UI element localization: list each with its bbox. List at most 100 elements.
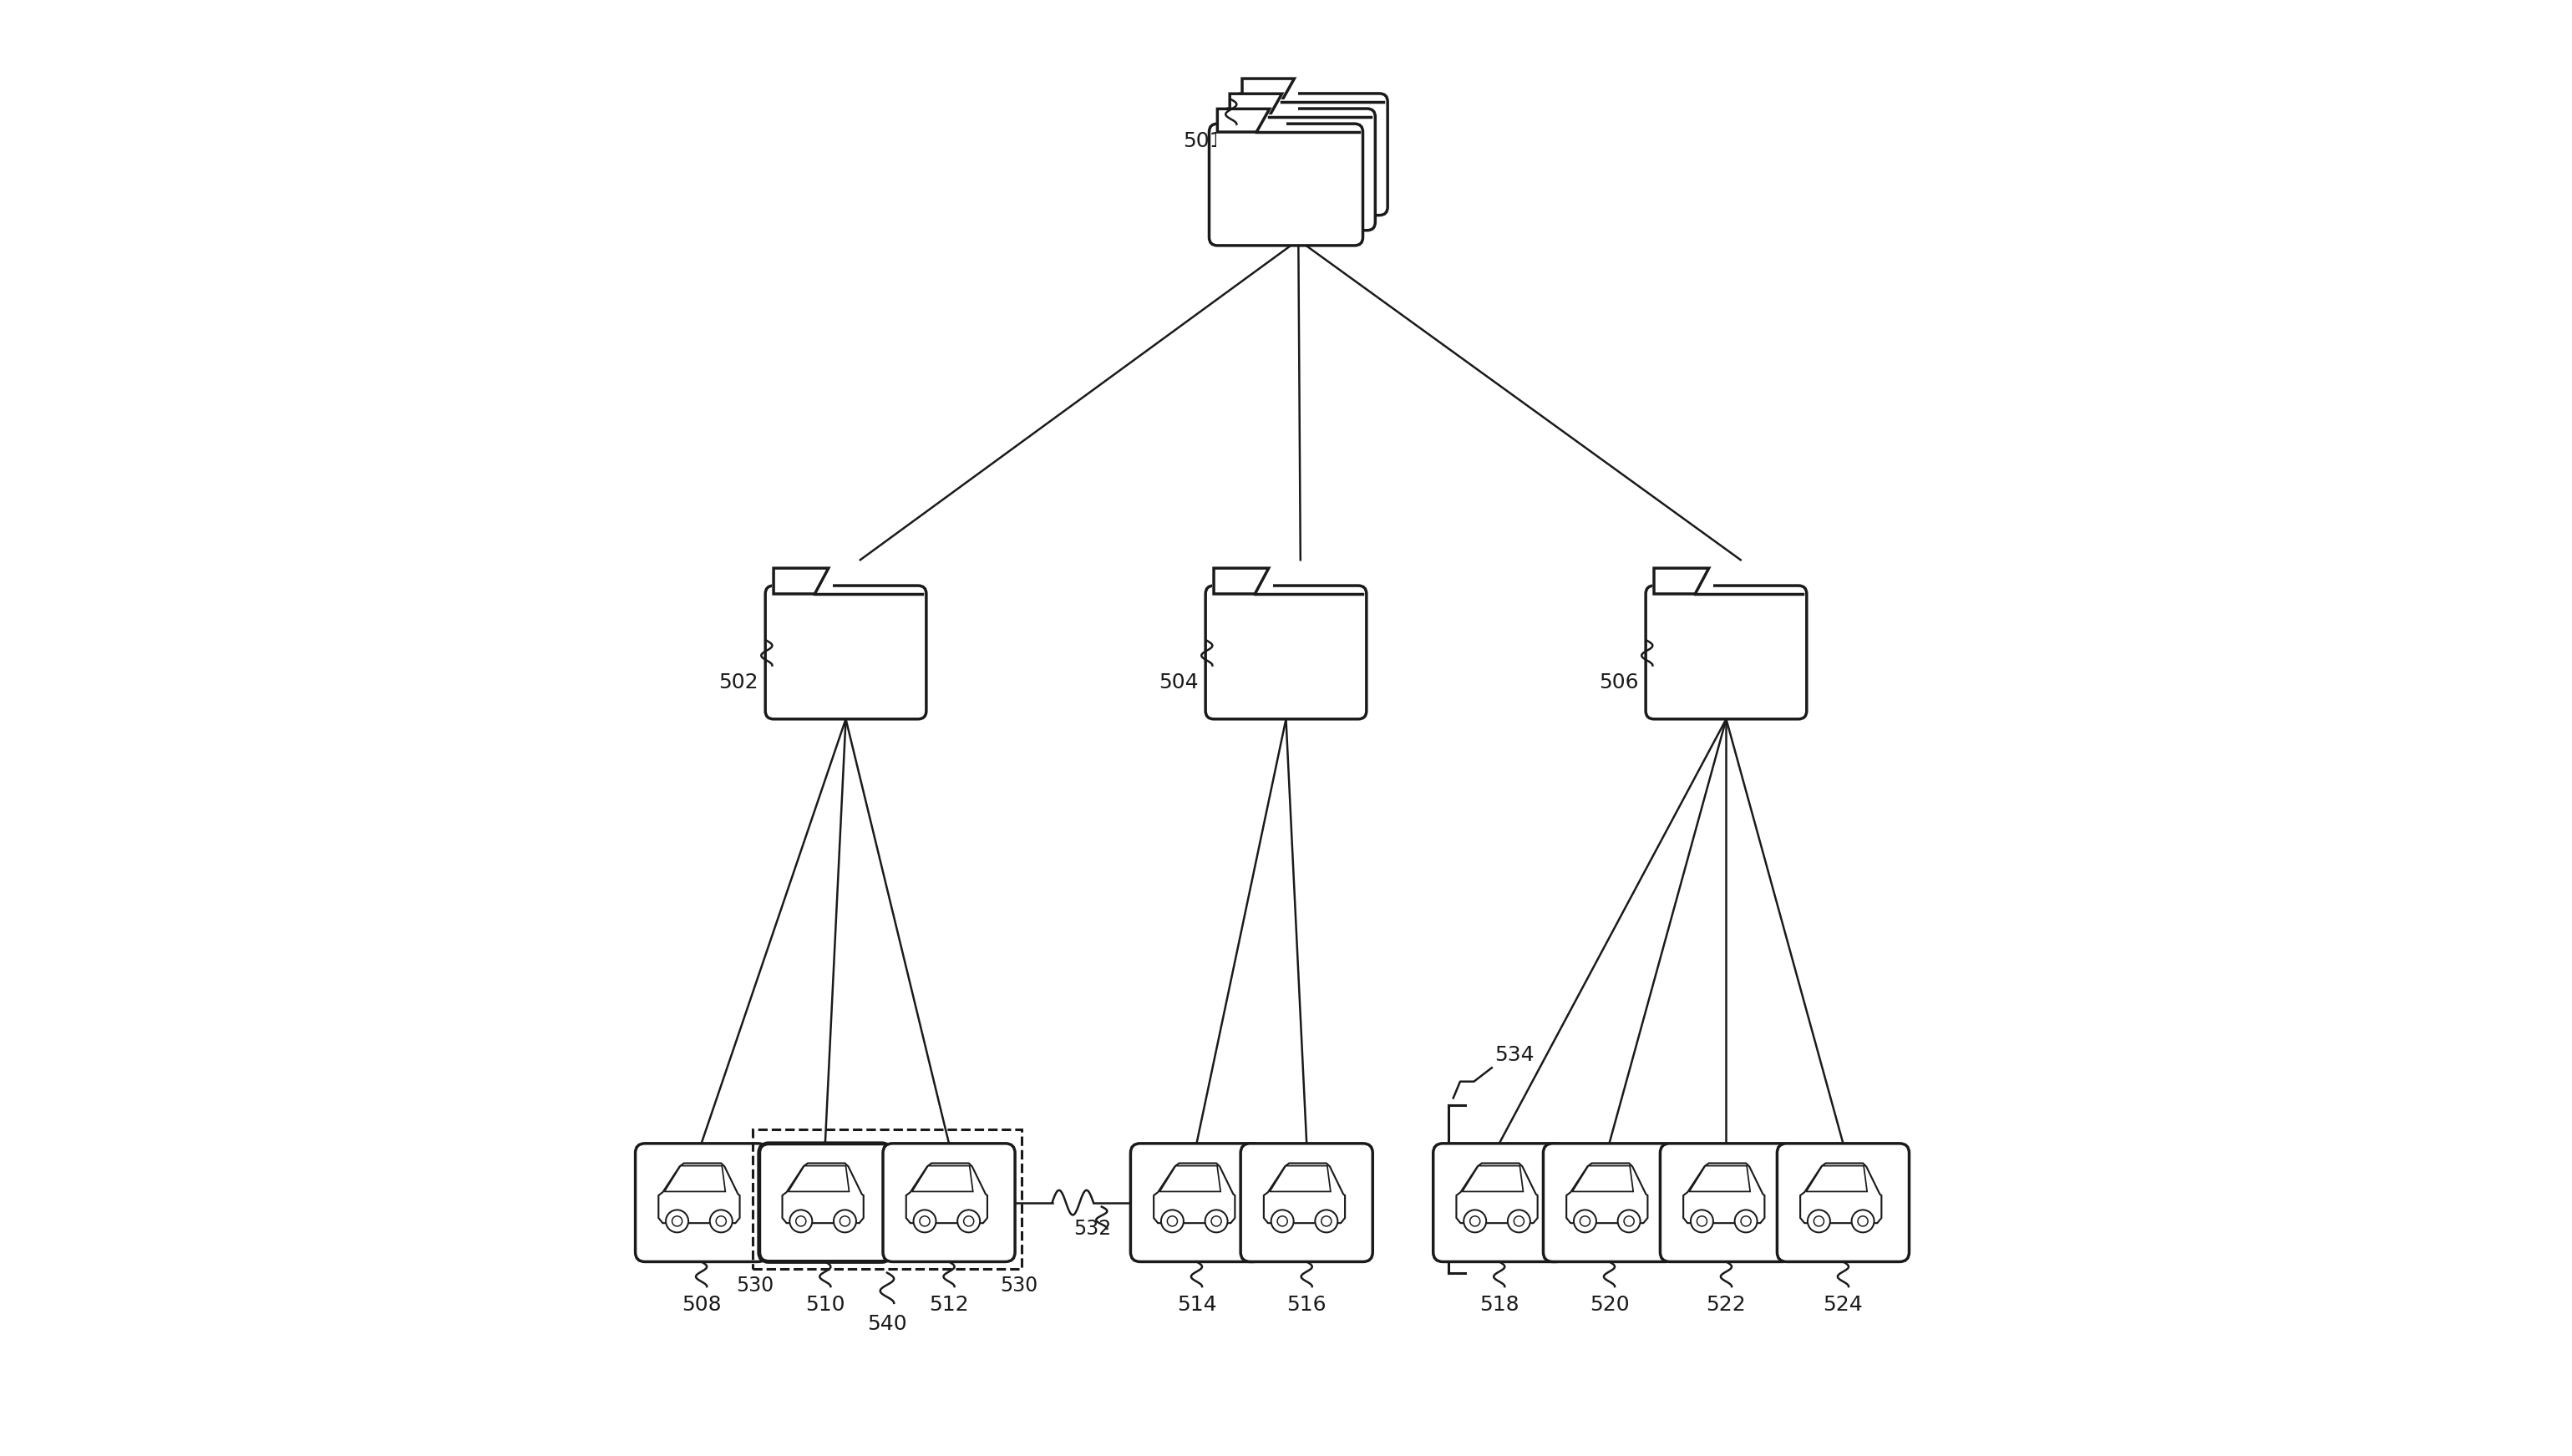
FancyBboxPatch shape	[1132, 1143, 1263, 1262]
Circle shape	[921, 1216, 931, 1226]
Polygon shape	[1271, 1166, 1330, 1191]
Circle shape	[1507, 1210, 1530, 1232]
FancyBboxPatch shape	[759, 1143, 892, 1262]
Circle shape	[710, 1210, 733, 1232]
Text: 512: 512	[928, 1294, 970, 1315]
Polygon shape	[1263, 1163, 1345, 1223]
Circle shape	[1698, 1216, 1708, 1226]
Circle shape	[964, 1216, 975, 1226]
Circle shape	[1623, 1216, 1633, 1226]
FancyBboxPatch shape	[1777, 1143, 1908, 1262]
Circle shape	[1515, 1216, 1525, 1226]
Bar	[1229, 99, 1286, 134]
Bar	[772, 577, 833, 610]
Text: 540: 540	[867, 1313, 908, 1334]
Text: 524: 524	[1824, 1294, 1862, 1315]
Text: 501: 501	[1183, 131, 1222, 151]
Polygon shape	[1800, 1163, 1883, 1223]
Text: 514: 514	[1178, 1294, 1217, 1315]
Circle shape	[1574, 1210, 1597, 1232]
FancyBboxPatch shape	[766, 585, 926, 719]
Bar	[1211, 577, 1273, 610]
Circle shape	[1690, 1210, 1713, 1232]
Polygon shape	[787, 1166, 849, 1191]
Polygon shape	[905, 1163, 988, 1223]
Circle shape	[913, 1210, 936, 1232]
Text: 506: 506	[1600, 673, 1638, 693]
FancyBboxPatch shape	[1209, 124, 1363, 246]
Polygon shape	[913, 1166, 972, 1191]
Polygon shape	[1229, 93, 1281, 116]
Polygon shape	[664, 1166, 725, 1191]
Circle shape	[1808, 1210, 1831, 1232]
Circle shape	[671, 1216, 682, 1226]
Circle shape	[1618, 1210, 1641, 1232]
Text: 510: 510	[805, 1294, 846, 1315]
Polygon shape	[1682, 1163, 1764, 1223]
Polygon shape	[1242, 79, 1294, 102]
Bar	[1217, 114, 1273, 149]
Text: 534: 534	[1494, 1045, 1535, 1064]
Circle shape	[1813, 1216, 1824, 1226]
Circle shape	[1211, 1216, 1222, 1226]
Polygon shape	[1566, 1163, 1649, 1223]
Text: 516: 516	[1286, 1294, 1327, 1315]
Bar	[1654, 577, 1713, 610]
FancyBboxPatch shape	[1646, 585, 1806, 719]
Circle shape	[1857, 1216, 1867, 1226]
Polygon shape	[1571, 1166, 1633, 1191]
Text: 520: 520	[1589, 1294, 1628, 1315]
Circle shape	[1469, 1216, 1479, 1226]
Circle shape	[1741, 1216, 1752, 1226]
FancyBboxPatch shape	[1543, 1143, 1674, 1262]
Polygon shape	[1160, 1166, 1222, 1191]
Polygon shape	[782, 1163, 864, 1223]
Text: 518: 518	[1479, 1294, 1520, 1315]
Circle shape	[795, 1216, 805, 1226]
FancyBboxPatch shape	[1433, 1143, 1566, 1262]
FancyBboxPatch shape	[882, 1143, 1016, 1262]
Circle shape	[1322, 1216, 1332, 1226]
Text: 502: 502	[718, 673, 759, 693]
Bar	[751, 1130, 1021, 1268]
Circle shape	[1206, 1210, 1227, 1232]
Text: 532: 532	[1073, 1219, 1111, 1239]
Polygon shape	[1155, 1163, 1235, 1223]
Circle shape	[833, 1210, 856, 1232]
Circle shape	[1278, 1216, 1289, 1226]
FancyBboxPatch shape	[1240, 1143, 1373, 1262]
Circle shape	[841, 1216, 849, 1226]
Bar	[1240, 84, 1299, 118]
Polygon shape	[1217, 109, 1271, 132]
Polygon shape	[1214, 568, 1268, 594]
Circle shape	[1271, 1210, 1294, 1232]
Circle shape	[715, 1216, 725, 1226]
FancyBboxPatch shape	[1235, 93, 1389, 215]
FancyBboxPatch shape	[1206, 585, 1366, 719]
Polygon shape	[1690, 1166, 1749, 1191]
Circle shape	[957, 1210, 980, 1232]
Circle shape	[1734, 1210, 1757, 1232]
FancyBboxPatch shape	[1222, 109, 1376, 230]
Text: 504: 504	[1160, 673, 1199, 693]
Polygon shape	[658, 1163, 741, 1223]
Circle shape	[666, 1210, 689, 1232]
Circle shape	[1852, 1210, 1875, 1232]
Text: 522: 522	[1705, 1294, 1746, 1315]
Polygon shape	[1654, 568, 1708, 594]
Text: 530: 530	[1001, 1275, 1039, 1296]
Circle shape	[1168, 1216, 1178, 1226]
Circle shape	[1579, 1216, 1589, 1226]
Polygon shape	[1463, 1166, 1523, 1191]
Text: 508: 508	[682, 1294, 720, 1315]
Circle shape	[1160, 1210, 1183, 1232]
Polygon shape	[774, 568, 828, 594]
Text: 530: 530	[736, 1275, 774, 1296]
Polygon shape	[1806, 1166, 1867, 1191]
FancyBboxPatch shape	[1659, 1143, 1793, 1262]
Circle shape	[1314, 1210, 1337, 1232]
Polygon shape	[1456, 1163, 1538, 1223]
FancyBboxPatch shape	[635, 1143, 766, 1262]
Circle shape	[790, 1210, 813, 1232]
Circle shape	[1463, 1210, 1487, 1232]
